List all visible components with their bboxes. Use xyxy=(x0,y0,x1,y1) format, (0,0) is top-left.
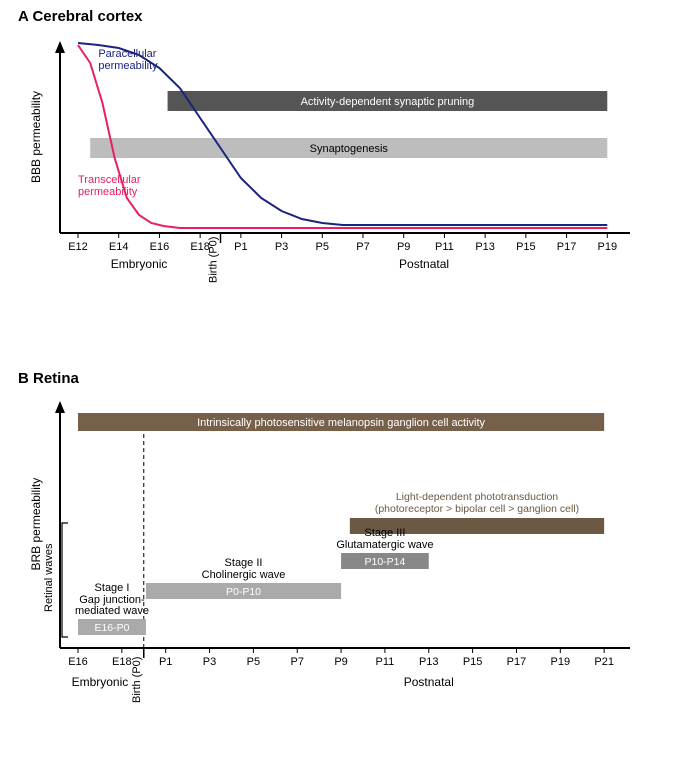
svg-text:Birth (P0): Birth (P0) xyxy=(208,237,220,283)
svg-text:Cholinergic wave: Cholinergic wave xyxy=(202,569,286,581)
svg-text:P11: P11 xyxy=(435,241,454,253)
svg-text:P9: P9 xyxy=(334,656,347,668)
svg-text:P19: P19 xyxy=(551,656,571,668)
svg-text:Postnatal: Postnatal xyxy=(404,675,454,689)
panel-a-cerebral-cortex: A Cerebral cortex BBB permeability E12 E14… xyxy=(18,8,658,293)
svg-text:Synaptogenesis: Synaptogenesis xyxy=(310,143,389,155)
svg-text:E18: E18 xyxy=(112,656,132,668)
panel-b-title: B Retina xyxy=(18,370,658,387)
svg-text:P7: P7 xyxy=(356,241,369,253)
panel-a-svg: BBB permeabilityE12E14E16E18P1P3P5P7P9P1… xyxy=(18,33,658,293)
panel-a-chart: BBB permeabilityE12E14E16E18P1P3P5P7P9P1… xyxy=(18,33,658,293)
svg-text:Activity-dependent synaptic pr: Activity-dependent synaptic pruning xyxy=(301,96,475,108)
svg-text:P1: P1 xyxy=(234,241,247,253)
panel-b-chart: BRB permeability E16 E18 P1 P3 P5 P7 P9 P11 P13 P1… xyxy=(18,395,658,735)
svg-text:BRB permeability: BRB permeability xyxy=(29,478,43,571)
svg-text:Stage II: Stage II xyxy=(225,557,263,569)
svg-text:Retinal waves: Retinal waves xyxy=(43,543,55,612)
svg-text:P17: P17 xyxy=(557,241,577,253)
svg-text:mediated wave: mediated wave xyxy=(75,605,149,617)
svg-text:Embryonic: Embryonic xyxy=(111,257,168,271)
svg-text:P3: P3 xyxy=(275,241,288,253)
svg-text:P13: P13 xyxy=(475,241,495,253)
svg-text:P13: P13 xyxy=(419,656,439,668)
svg-text:E16-P0: E16-P0 xyxy=(94,622,129,634)
svg-text:Embryonic: Embryonic xyxy=(72,675,129,689)
svg-text:P17: P17 xyxy=(507,656,527,668)
svg-text:E16: E16 xyxy=(150,241,170,253)
svg-text:Glutamatergic wave: Glutamatergic wave xyxy=(336,539,433,551)
svg-text:Stage I: Stage I xyxy=(95,582,130,594)
svg-text:P7: P7 xyxy=(290,656,303,668)
svg-text:Light-dependent phototransduct: Light-dependent phototransduction xyxy=(396,491,558,503)
svg-text:P11: P11 xyxy=(376,656,395,668)
svg-text:P3: P3 xyxy=(203,656,216,668)
panel-a-title: A Cerebral cortex xyxy=(18,8,658,25)
svg-text:P0-P10: P0-P10 xyxy=(226,586,261,598)
svg-text:Birth (P0): Birth (P0) xyxy=(131,657,143,703)
svg-text:BBB permeability: BBB permeability xyxy=(29,91,43,183)
svg-text:Stage III: Stage III xyxy=(364,527,405,539)
svg-text:Intrinsically photosensitive m: Intrinsically photosensitive melanopsin … xyxy=(197,417,485,429)
panel-b-retina: B Retina BRB permeability E16 E18 P1 P3 P5 P7 P… xyxy=(18,370,658,735)
svg-text:E12: E12 xyxy=(68,241,88,253)
svg-text:P15: P15 xyxy=(463,656,483,668)
svg-text:P21: P21 xyxy=(594,656,614,668)
svg-text:P10-P14: P10-P14 xyxy=(364,556,405,568)
panel-b-svg: BRB permeability E16 E18 P1 P3 P5 P7 P9 P11 P13 P1… xyxy=(18,395,658,735)
svg-text:P9: P9 xyxy=(397,241,410,253)
svg-text:E14: E14 xyxy=(109,241,129,253)
svg-text:Transcellularpermeability: Transcellularpermeability xyxy=(78,174,141,198)
svg-text:Postnatal: Postnatal xyxy=(399,257,449,271)
svg-text:E16: E16 xyxy=(68,656,88,668)
svg-text:P5: P5 xyxy=(316,241,329,253)
svg-text:P5: P5 xyxy=(247,656,260,668)
svg-text:P1: P1 xyxy=(159,656,172,668)
svg-text:(photoreceptor > bipolar cell: (photoreceptor > bipolar cell > ganglion… xyxy=(375,503,579,515)
svg-text:P19: P19 xyxy=(597,241,617,253)
svg-text:Paracellularpermeability: Paracellularpermeability xyxy=(98,48,158,72)
svg-text:P15: P15 xyxy=(516,241,536,253)
